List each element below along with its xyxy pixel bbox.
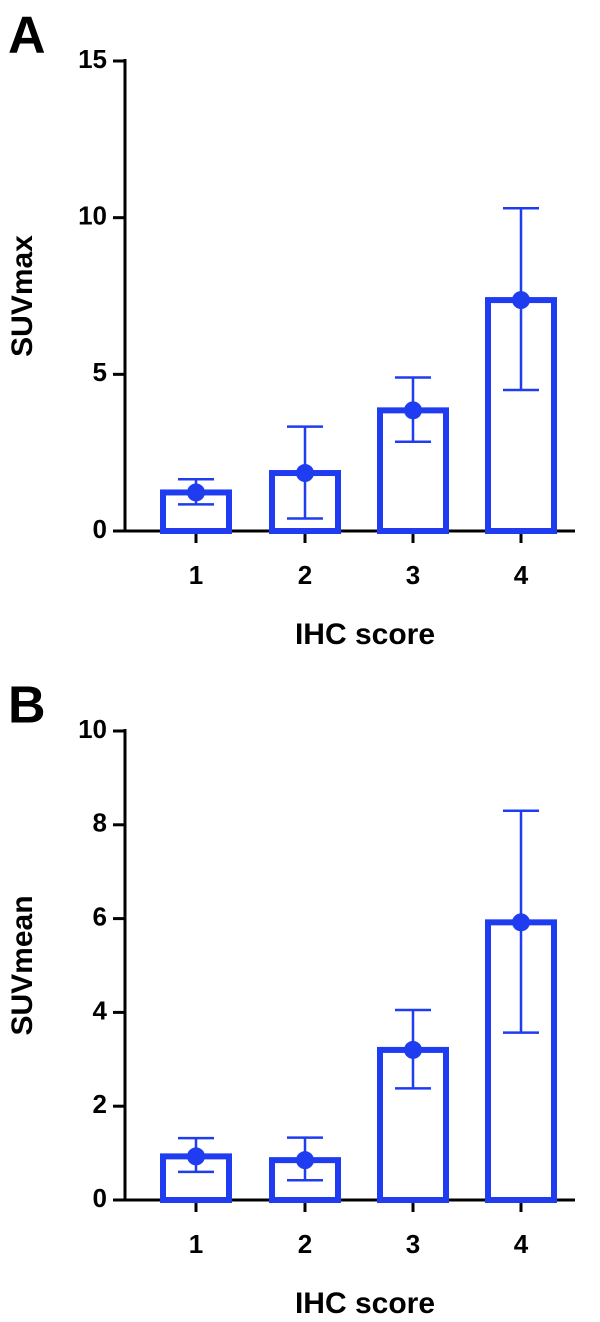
mean-dot (296, 464, 314, 483)
x-tick-label: 4 (514, 1229, 529, 1259)
mean-dot (404, 1040, 422, 1059)
x-axis-title: IHC score (295, 1287, 435, 1320)
y-tick-label: 0 (93, 1183, 107, 1213)
x-tick-label: 2 (298, 560, 312, 590)
mean-dot (187, 483, 205, 502)
y-tick-label: 5 (93, 357, 107, 387)
y-tick-label: 8 (93, 808, 107, 838)
y-tick-label: 15 (78, 44, 107, 74)
y-tick-label: 0 (93, 514, 107, 544)
x-tick-label: 2 (298, 1229, 312, 1259)
panel-label: A (8, 7, 46, 65)
x-tick-label: 1 (189, 1229, 203, 1259)
mean-dot (187, 1147, 205, 1166)
x-tick-label: 1 (189, 560, 203, 590)
x-axis-title: IHC score (295, 618, 435, 651)
mean-dot (512, 913, 530, 932)
x-tick-label: 3 (406, 1229, 420, 1259)
y-tick-label: 10 (78, 201, 107, 231)
x-tick-label: 3 (406, 560, 420, 590)
mean-dot (404, 401, 422, 420)
y-axis-title: SUVmax (6, 235, 39, 357)
mean-dot (296, 1151, 314, 1170)
y-tick-label: 2 (93, 1089, 107, 1119)
y-axis-title: SUVmean (6, 895, 39, 1035)
x-tick-label: 4 (514, 560, 529, 590)
y-tick-label: 4 (93, 995, 108, 1025)
y-tick-label: 10 (78, 714, 107, 744)
panel-label: B (8, 677, 46, 735)
mean-dot (512, 291, 530, 310)
y-tick-label: 6 (93, 901, 107, 931)
